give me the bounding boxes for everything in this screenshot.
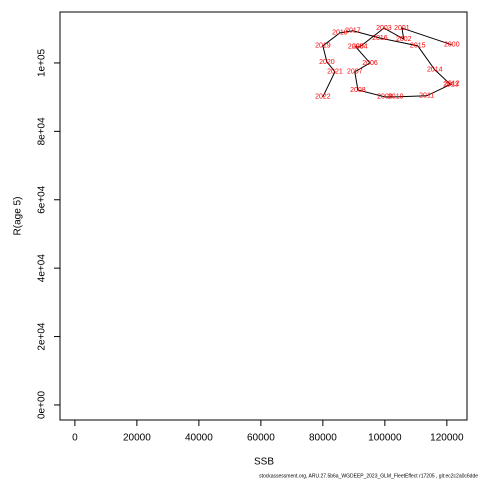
point-label: 2021 [327,69,343,76]
point-label: 2010 [388,94,404,101]
point-label: 2018 [332,30,348,37]
point-label: 2016 [372,35,388,42]
x-tick-label: 100000 [368,433,402,444]
point-label: 2013 [443,82,459,89]
point-label: 2012 [444,81,460,88]
point-label: 2020 [319,59,335,66]
point-label: 2006 [362,60,378,67]
x-tick-label: 60000 [247,433,275,444]
y-tick-label: 8e+04 [37,117,48,146]
point-label: 2014 [427,67,443,74]
point-label: 2000 [444,42,460,49]
point-label: 2017 [345,28,361,35]
footer: stockassessment.org, ARU.27.5b6a_WGDEEP_… [259,473,478,479]
point-label: 2005 [348,44,364,51]
x-tick-label: 20000 [123,433,151,444]
point-label: 2003 [376,25,392,32]
trajectory-line [322,27,453,98]
point-label: 2002 [396,36,412,43]
x-tick-label: 80000 [309,433,337,444]
point-label: 2004 [352,44,368,51]
y-tick-label: 2e+04 [37,322,48,351]
point-label: 2007 [347,69,363,76]
point-label: 2019 [315,43,331,50]
y-axis-title: R(age 5) [13,197,24,236]
x-tick-label: 120000 [430,433,464,444]
point-label: 2011 [419,93,434,100]
point-label: 2022 [315,94,331,101]
point-label: 2015 [410,43,426,50]
point-label: 2001 [394,25,410,32]
y-tick-label: 6e+04 [37,185,48,214]
point-label: 2008 [350,87,366,94]
plot-box [59,11,468,421]
y-tick-label: 1e+05 [37,48,48,77]
x-axis-title: SSB [254,457,274,468]
point-label: 2009 [377,94,393,101]
x-tick-label: 40000 [185,433,213,444]
x-tick-label: 0 [72,433,78,444]
y-tick-label: 4e+04 [37,254,48,283]
y-tick-label: 0e+00 [37,390,48,419]
